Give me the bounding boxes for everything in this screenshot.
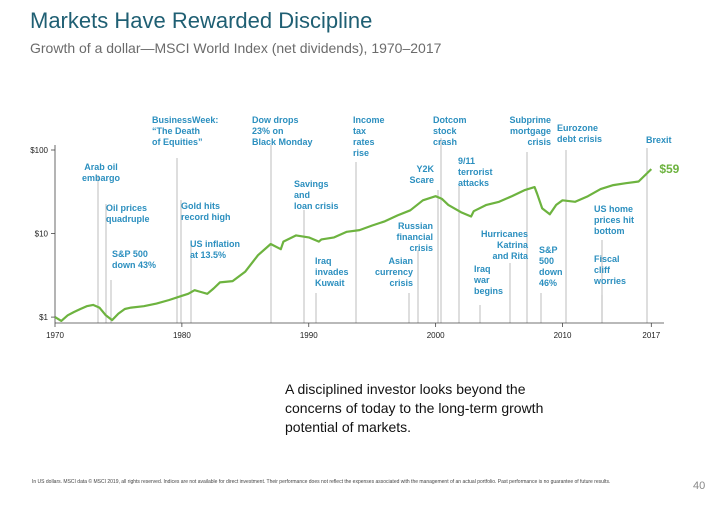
- annotation-label: Savings and loan crisis: [294, 179, 339, 211]
- slide-title: Markets Have Rewarded Discipline: [30, 8, 373, 33]
- annotation-label: Oil prices quadruple: [106, 203, 150, 224]
- annotation-label: Y2K Scare: [409, 164, 434, 185]
- growth-chart: $1 $10 $100 1970 1980 1990 2000 2010 2017 Arab o…: [30, 115, 679, 340]
- annotation-label: Dow drops 23% on Black Monday: [252, 115, 313, 147]
- annotation-label: S&P 500 down 43%: [112, 249, 156, 270]
- x-tick-label: 1980: [173, 331, 191, 340]
- x-tick-label: 2010: [554, 331, 572, 340]
- annotation-label: Iraq war begins: [473, 264, 503, 296]
- page-number: 40: [693, 480, 706, 492]
- x-tick-label: 2017: [642, 331, 660, 340]
- x-tick-label: 1990: [300, 331, 318, 340]
- annotation-label: Brexit: [646, 135, 672, 145]
- annotation-label: Income tax rates rise: [353, 115, 385, 158]
- series-line: [54, 168, 653, 322]
- annotation-label: Iraq invades Kuwait: [315, 256, 349, 288]
- x-tick-label: 1970: [46, 331, 64, 340]
- y-tick-label: $100: [30, 146, 48, 155]
- x-tick-label: 2000: [427, 331, 445, 340]
- annotation-label: Arab oil embargo: [82, 162, 121, 183]
- annotation-label: BusinessWeek: “The Death of Equities”: [152, 115, 218, 147]
- annotation-label: 9/11 terrorist attacks: [458, 156, 493, 188]
- annotation-label: Hurricanes Katrina and Rita: [481, 229, 529, 261]
- annotation-label: Russian financial crisis: [396, 221, 433, 253]
- annotation-label: S&P 500 down 46%: [539, 245, 563, 288]
- annotation-label: Asian currency crisis: [375, 256, 413, 288]
- annotation-label: Gold hits record high: [181, 201, 231, 222]
- slide-subtitle: Growth of a dollar—MSCI World Index (net…: [30, 40, 442, 56]
- annotation-label: Fiscal cliff worries: [593, 254, 626, 286]
- annotation-label: Subprime mortgage crisis: [509, 115, 551, 147]
- callout-text: A disciplined investor looks beyond the …: [285, 381, 544, 435]
- annotation-label: US home prices hit bottom: [594, 204, 634, 236]
- footnote: In US dollars. MSCI data © MSCI 2019, al…: [32, 479, 611, 485]
- end-value-label: $59: [659, 162, 679, 176]
- annotation-label: US inflation at 13.5%: [190, 239, 240, 260]
- annotation-label: Dotcom stock crash: [433, 115, 467, 147]
- y-tick-label: $10: [35, 230, 49, 239]
- y-tick-label: $1: [39, 313, 48, 322]
- annotation-label: Eurozone debt crisis: [557, 123, 602, 144]
